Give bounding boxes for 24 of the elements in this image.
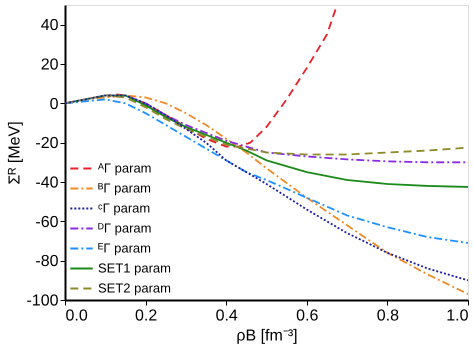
- y-axis-title: Σᴿ [MeV]: [6, 121, 24, 185]
- y-tick-label: 40: [40, 17, 59, 34]
- x-tick-label: 0.0: [66, 308, 88, 324]
- legend-label: SET2 param: [98, 280, 171, 296]
- legend-label: ᴱΓ param: [98, 240, 151, 256]
- x-tick-label: 0.6: [296, 308, 319, 324]
- legend-label: ᴮΓ param: [98, 180, 152, 196]
- x-tick-label: 1.0: [446, 308, 469, 324]
- y-tick-label: -100: [26, 292, 59, 310]
- legend-label: SET1 param: [98, 260, 171, 276]
- x-axis-title: ρB [fm⁻³]: [236, 328, 298, 344]
- x-tick-label: 0.4: [216, 308, 238, 324]
- legend-label: ᴬΓ param: [97, 160, 152, 176]
- legend-label: ᴰΓ param: [98, 220, 152, 236]
- legend-label: ᶜΓ param: [98, 200, 150, 216]
- y-tick-label: -80: [35, 253, 59, 270]
- y-tick-label: -60: [35, 214, 59, 231]
- y-tick-label: -40: [35, 174, 59, 192]
- y-tick-label: 20: [40, 56, 59, 74]
- line-series: [65, 98, 468, 244]
- y-tick-label: 0: [50, 96, 59, 113]
- x-tick-label: 0.8: [376, 308, 400, 324]
- y-tick-label: -20: [35, 135, 59, 152]
- x-tick-label: 0.2: [134, 308, 158, 324]
